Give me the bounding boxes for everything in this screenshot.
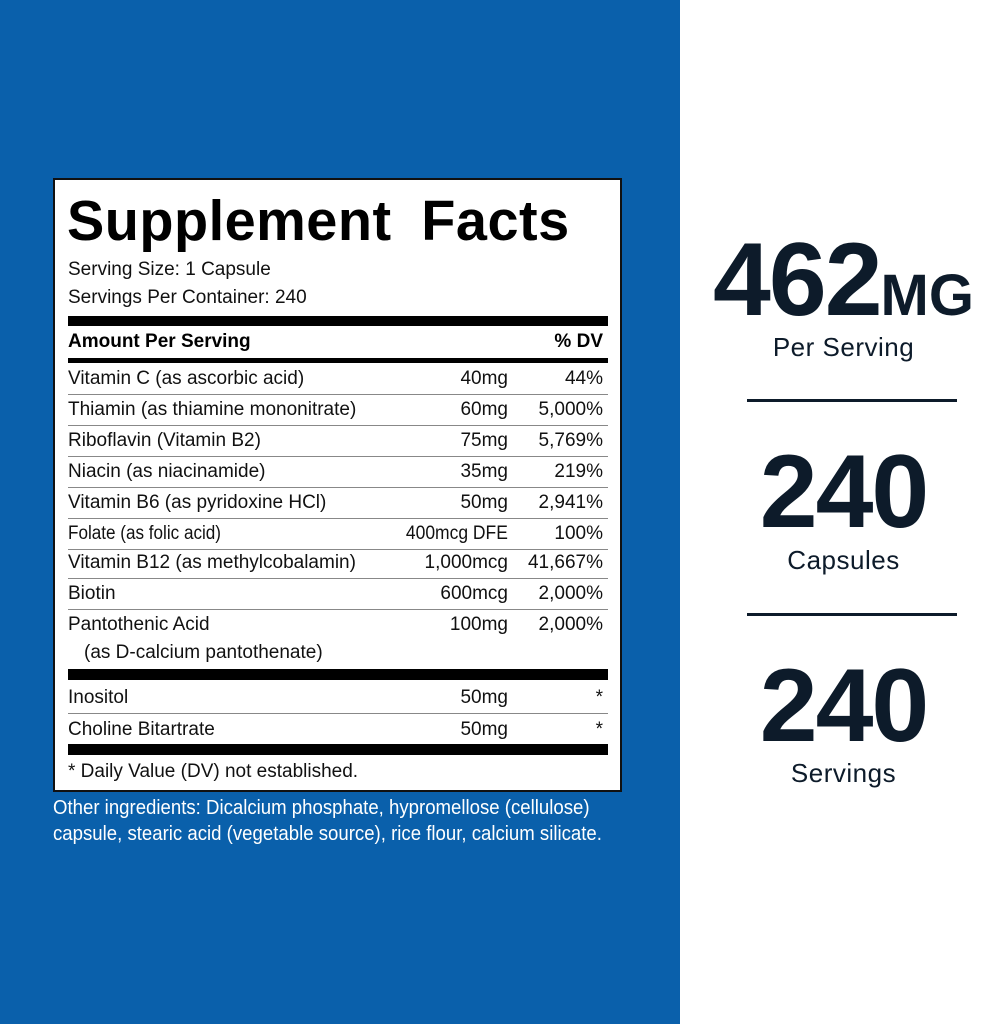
nutrient-amount: 60mg: [460, 399, 508, 420]
table-row: Riboflavin (Vitamin B2) 75mg 5,769%: [68, 426, 608, 457]
nutrient-name: Vitamin C (as ascorbic acid): [68, 368, 305, 389]
table-row: Thiamin (as thiamine mononitrate) 60mg 5,0…: [68, 395, 608, 426]
nutrient-amount: 400mcg DFE: [405, 523, 508, 544]
nutrient-amount: 600mcg: [440, 583, 508, 604]
nutrient-name: Thiamin (as thiamine mononitrate): [68, 399, 357, 420]
thick-divider: [68, 316, 608, 326]
other-ingredients: Other ingredients: Dicalcium phosphate, …: [53, 797, 602, 845]
nutrient-amount: 75mg: [460, 430, 508, 451]
nutrient-name: Folate (as folic acid): [68, 523, 222, 544]
ingredient-dv: *: [595, 719, 603, 740]
nutrient-dv: 5,000%: [538, 399, 603, 420]
nutrient-name: Vitamin B6 (as pyridoxine HCl): [68, 492, 327, 513]
table-row: Biotin 600mcg 2,000%: [68, 579, 608, 610]
nutrient-dv: 41,667%: [527, 552, 603, 573]
servings-per-container: Servings Per Container: 240: [68, 287, 307, 308]
stat-capsules-value: 240: [759, 434, 930, 550]
nutrient-subname: (as D-calcium pantothenate): [84, 642, 323, 663]
nutrient-dv: 5,769%: [538, 430, 603, 451]
label-title: Supplement Facts: [67, 189, 570, 253]
nutrient-dv: 44%: [564, 368, 603, 389]
nutrient-amount: 40mg: [460, 368, 508, 389]
ingredient-amount: 50mg: [460, 719, 508, 740]
divider: [747, 399, 957, 402]
nutrient-amount: 35mg: [460, 461, 508, 482]
table-row: Vitamin C (as ascorbic acid) 40mg 44%: [68, 364, 608, 395]
ingredient-amount: 50mg: [460, 687, 508, 708]
nutrient-amount: 1,000mcg: [424, 552, 508, 573]
table-row: Vitamin B12 (as methylcobalamin) 1,000mcg…: [68, 548, 608, 579]
supplement-facts-label: Supplement Facts Serving Size: 1 Capsule…: [53, 178, 622, 792]
serving-size: Serving Size: 1 Capsule: [68, 259, 271, 280]
thick-divider: [68, 669, 608, 680]
nutrient-dv: 2,000%: [538, 583, 603, 604]
nutrient-dv: 2,000%: [538, 614, 603, 635]
thick-divider: [68, 744, 608, 755]
table-row: Inositol 50mg *: [68, 683, 608, 714]
nutrient-dv: 219%: [554, 461, 603, 482]
nutrient-name: Biotin: [68, 583, 116, 604]
ingredient-name: Inositol: [68, 687, 129, 708]
stat-unit: MG: [880, 263, 974, 328]
ingredient-name: Choline Bitartrate: [68, 719, 215, 740]
ingredient-dv: *: [595, 687, 603, 708]
nutrient-name: Vitamin B12 (as methylcobalamin): [68, 552, 356, 573]
nutrient-amount: 50mg: [460, 492, 508, 513]
stat-caption: Per Serving: [772, 332, 915, 362]
header-dv: % DV: [554, 331, 603, 352]
table-row: Vitamin B6 (as pyridoxine HCl) 50mg 2,941%: [68, 488, 608, 519]
table-row: Folate (as folic acid) 400mcg DFE 100%: [68, 519, 608, 550]
medium-divider: [68, 358, 608, 363]
stat-value: 462: [713, 222, 883, 338]
header-amount: Amount Per Serving: [68, 331, 251, 352]
stat-caption: Servings: [790, 758, 897, 788]
divider: [747, 613, 957, 616]
nutrient-name: Pantothenic Acid: [68, 614, 210, 635]
nutrient-name: Niacin (as niacinamide): [68, 461, 266, 482]
table-row: Pantothenic Acid (as D-calcium pantothena…: [68, 610, 608, 668]
table-row: Niacin (as niacinamide) 35mg 219%: [68, 457, 608, 488]
nutrient-amount: 100mg: [449, 614, 508, 635]
stat-caption: Capsules: [787, 545, 900, 575]
nutrient-dv: 100%: [554, 523, 603, 544]
stat-weight-value: 462MG: [690, 228, 997, 332]
nutrient-dv: 2,941%: [538, 492, 603, 513]
footnote: * Daily Value (DV) not established.: [68, 761, 359, 782]
stat-servings-value: 240: [759, 648, 930, 764]
table-row: Choline Bitartrate 50mg *: [68, 715, 608, 745]
nutrient-name: Riboflavin (Vitamin B2): [68, 430, 261, 451]
table-header: Amount Per Serving % DV: [68, 331, 608, 353]
